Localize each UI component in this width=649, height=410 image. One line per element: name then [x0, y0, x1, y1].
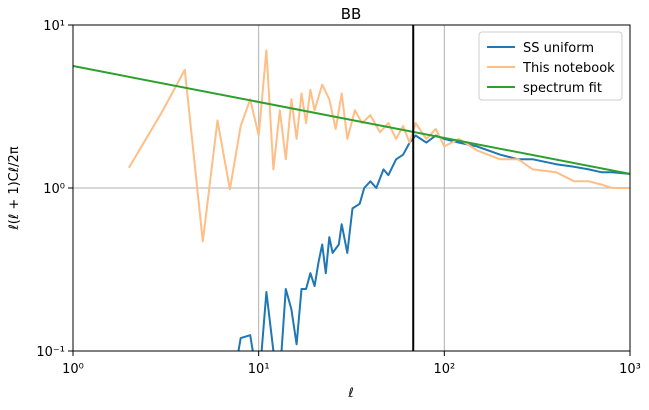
x-tick-label: 10¹: [248, 362, 270, 377]
x-tick-label: 10⁰: [62, 362, 84, 377]
x-axis-label: ℓ: [347, 386, 353, 401]
legend-label: spectrum fit: [523, 81, 602, 96]
x-tick-label: 10³: [619, 362, 641, 377]
x-tick-label: 10²: [433, 362, 455, 377]
line: [73, 65, 630, 175]
legend-label: This notebook: [522, 61, 615, 76]
legend: [478, 31, 623, 101]
chart-title: BB: [341, 5, 362, 23]
y-tick-label: 10¹: [43, 19, 65, 34]
y-tick-label: 10⁰: [43, 182, 65, 197]
y-axis-label: ℓ(ℓ + 1)Cℓ/2π: [7, 146, 22, 230]
legend-label: SS uniform: [523, 41, 594, 56]
line: [128, 49, 630, 243]
plot: [73, 49, 630, 351]
line: [237, 134, 630, 351]
axes-frame: [72, 24, 631, 352]
y-tick-label: 10⁻¹: [36, 345, 65, 360]
